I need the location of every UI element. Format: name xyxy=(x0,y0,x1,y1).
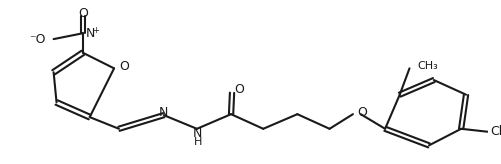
Text: O: O xyxy=(78,7,88,20)
Text: O: O xyxy=(357,106,367,119)
Text: N: N xyxy=(193,127,202,140)
Text: H: H xyxy=(194,137,202,147)
Text: Cl: Cl xyxy=(490,125,501,138)
Text: ⁻O: ⁻O xyxy=(30,33,46,46)
Text: N: N xyxy=(86,27,95,40)
Text: +: + xyxy=(93,26,100,35)
Text: N: N xyxy=(159,106,168,119)
Text: CH₃: CH₃ xyxy=(417,61,438,71)
Text: O: O xyxy=(119,60,129,73)
Text: O: O xyxy=(234,83,244,96)
